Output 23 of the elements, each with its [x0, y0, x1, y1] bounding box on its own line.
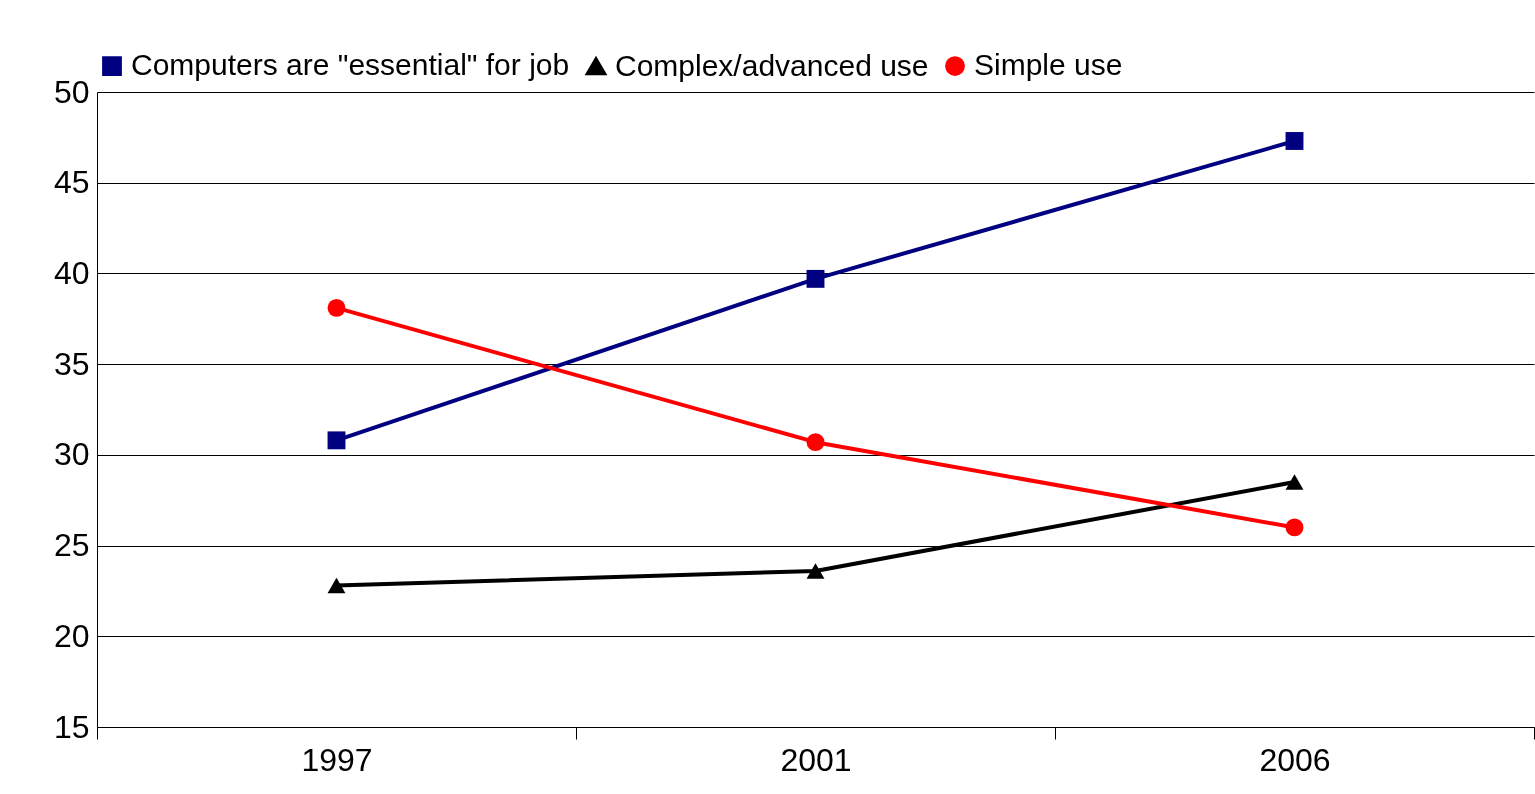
x-tick-label: 2001 — [780, 741, 852, 778]
x-tick-label: 1997 — [301, 741, 373, 778]
y-tick-label: 40 — [53, 254, 90, 291]
point — [1285, 518, 1304, 537]
point — [806, 269, 825, 288]
y-tick-label: 30 — [53, 436, 90, 473]
legend-label: Complex/advanced use — [615, 48, 929, 82]
y-tick-label: 35 — [53, 345, 90, 382]
point — [327, 577, 346, 594]
y-tick-label: 15 — [53, 708, 90, 745]
point — [1285, 132, 1304, 150]
y-tick-label: 50 — [53, 73, 90, 110]
y-tick-label: 25 — [53, 527, 90, 564]
point — [806, 563, 825, 579]
y-tick-label: 45 — [53, 164, 90, 201]
legend-label: Simple use — [974, 48, 1123, 82]
point — [806, 433, 825, 452]
legend-label: Computers are "essential" for job — [131, 48, 570, 82]
point — [327, 298, 346, 317]
point — [327, 431, 346, 450]
point — [1285, 474, 1304, 490]
y-tick-label: 20 — [53, 617, 90, 654]
x-tick-label: 2006 — [1259, 741, 1331, 778]
